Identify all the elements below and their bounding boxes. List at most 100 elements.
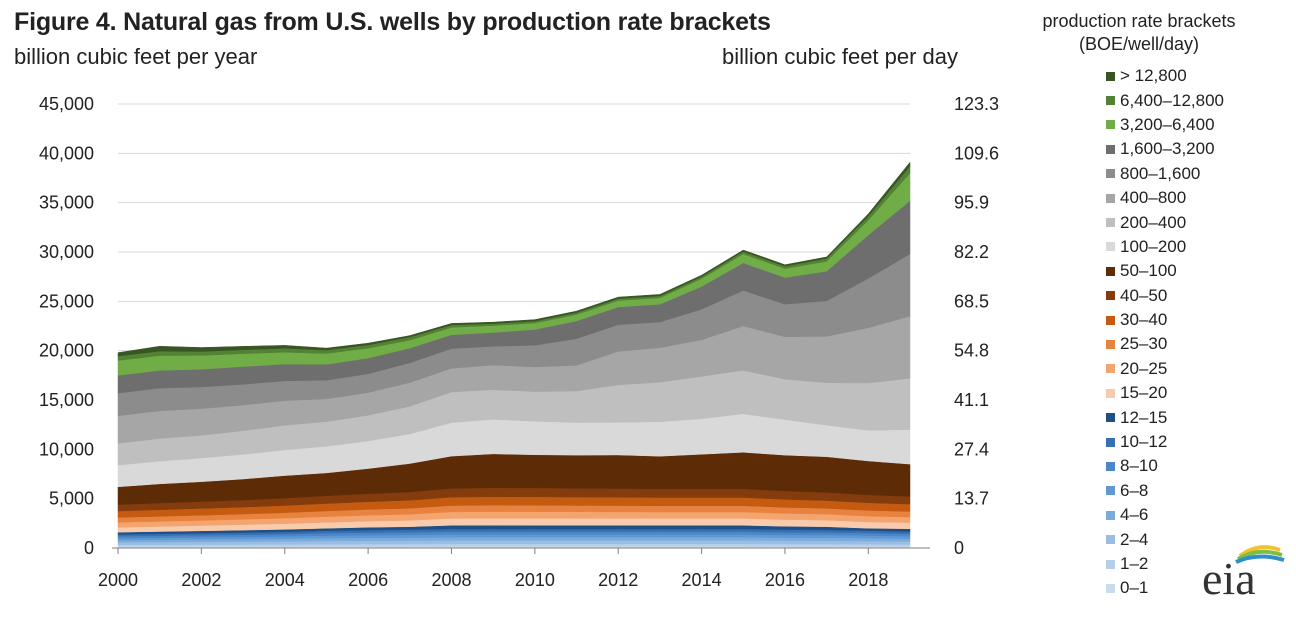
- y-left-tick-label: 35,000: [39, 193, 94, 213]
- legend-label: 4–6: [1120, 505, 1149, 525]
- legend-label: 10–12: [1120, 432, 1168, 452]
- eia-logo: eia: [1200, 536, 1286, 605]
- legend-item: > 12,800: [1106, 64, 1224, 88]
- eia-logo-mark: eia: [1202, 545, 1285, 604]
- legend-label: 200–400: [1120, 212, 1187, 232]
- legend-label: 3,200–6,400: [1120, 114, 1215, 134]
- x-tick-label: 2002: [181, 570, 221, 590]
- x-tick-label: 2014: [682, 570, 722, 590]
- stacked-areas: [117, 161, 911, 549]
- legend-label: 25–30: [1120, 334, 1168, 354]
- legend-label: 6–8: [1120, 480, 1149, 500]
- legend-label: 0–1: [1120, 578, 1149, 598]
- legend-title-line-1: production rate brackets: [1042, 11, 1236, 31]
- legend-swatch: [1106, 486, 1115, 496]
- logo-text: eia: [1202, 553, 1256, 600]
- legend-title: production rate brackets (BOE/well/day): [1008, 10, 1270, 56]
- legend-swatch: [1106, 510, 1115, 520]
- left-axis-unit: billion cubic feet per year: [14, 44, 258, 69]
- x-tick-label: 2018: [848, 570, 888, 590]
- y-right-tick-label: 41.1: [954, 390, 989, 410]
- legend-label: 400–800: [1120, 188, 1187, 208]
- legend-label: > 12,800: [1120, 66, 1187, 86]
- legend-swatch: [1106, 242, 1115, 252]
- legend-swatch: [1106, 218, 1115, 228]
- y-right-tick-label: 0: [954, 538, 964, 558]
- legend-swatch: [1106, 266, 1115, 276]
- legend-item: 40–50: [1106, 284, 1224, 308]
- legend-item: 100–200: [1106, 235, 1224, 259]
- legend-label: 50–100: [1120, 261, 1177, 281]
- legend-swatch: [1106, 96, 1115, 106]
- x-tick-label: 2004: [265, 570, 305, 590]
- legend-swatch: [1106, 71, 1115, 81]
- legend-swatch: [1106, 413, 1115, 423]
- y-left-tick-label: 45,000: [39, 94, 94, 114]
- legend-swatch: [1106, 339, 1115, 349]
- axes: 0 0 5,000 13.7 10,000 27.4 15,000 41.1 20,000 54.…: [39, 94, 999, 590]
- legend-label: 6,400–12,800: [1120, 90, 1224, 110]
- legend-item: 6,400–12,800: [1106, 88, 1224, 112]
- y-right-tick-label: 68.5: [954, 291, 989, 311]
- legend-item: 8–10: [1106, 454, 1224, 478]
- legend-label: 40–50: [1120, 285, 1168, 305]
- y-right-tick-label: 82.2: [954, 242, 989, 262]
- legend-swatch: [1106, 535, 1115, 545]
- legend-swatch: [1106, 559, 1115, 569]
- legend-swatch: [1106, 120, 1115, 130]
- area-series: [117, 161, 911, 357]
- y-right-tick-label: 95.9: [954, 193, 989, 213]
- legend-item: 6–8: [1106, 479, 1224, 503]
- y-right-tick-label: 27.4: [954, 439, 989, 459]
- legend-item: 20–25: [1106, 357, 1224, 381]
- x-tick-label: 2008: [431, 570, 471, 590]
- legend: > 12,800 6,400–12,800 3,200–6,400 1,600–3,2…: [1106, 64, 1224, 601]
- y-left-tick-label: 30,000: [39, 242, 94, 262]
- legend-item: 50–100: [1106, 259, 1224, 283]
- legend-swatch: [1106, 291, 1115, 301]
- legend-title-line-2: (BOE/well/day): [1078, 34, 1200, 54]
- legend-item: 25–30: [1106, 332, 1224, 356]
- legend-item: 400–800: [1106, 186, 1224, 210]
- x-tick-label: 2006: [348, 570, 388, 590]
- legend-item: 800–1,600: [1106, 162, 1224, 186]
- legend-item: 200–400: [1106, 210, 1224, 234]
- y-left-tick-label: 15,000: [39, 390, 94, 410]
- legend-item: 0–1: [1106, 576, 1224, 600]
- legend-swatch: [1106, 388, 1115, 398]
- legend-label: 8–10: [1120, 456, 1158, 476]
- chart-title: Figure 4. Natural gas from U.S. wells by…: [14, 8, 771, 36]
- legend-item: 15–20: [1106, 381, 1224, 405]
- legend-item: 10–12: [1106, 430, 1224, 454]
- legend-item: 2–4: [1106, 527, 1224, 551]
- y-right-tick-label: 109.6: [954, 143, 999, 163]
- x-tick-label: 2016: [765, 570, 805, 590]
- legend-label: 2–4: [1120, 529, 1149, 549]
- x-tick-label: 2010: [515, 570, 555, 590]
- legend-item: 12–15: [1106, 405, 1224, 429]
- legend-label: 30–40: [1120, 310, 1168, 330]
- legend-item: 4–6: [1106, 503, 1224, 527]
- y-left-tick-label: 0: [84, 538, 94, 558]
- legend-swatch: [1106, 437, 1115, 447]
- legend-label: 15–20: [1120, 383, 1168, 403]
- legend-label: 800–1,600: [1120, 163, 1201, 183]
- y-left-tick-label: 40,000: [39, 143, 94, 163]
- right-axis-unit: billion cubic feet per day: [722, 44, 959, 69]
- legend-swatch: [1106, 169, 1115, 179]
- y-right-tick-label: 123.3: [954, 94, 999, 114]
- legend-item: 30–40: [1106, 308, 1224, 332]
- legend-label: 1–2: [1120, 554, 1149, 573]
- legend-label: 12–15: [1120, 407, 1168, 427]
- legend-swatch: [1106, 144, 1115, 154]
- legend-item: 1–2: [1106, 552, 1224, 576]
- legend-label: 20–25: [1120, 358, 1168, 378]
- y-right-tick-label: 54.8: [954, 341, 989, 361]
- y-left-tick-label: 25,000: [39, 291, 94, 311]
- legend-swatch: [1106, 583, 1115, 593]
- y-left-tick-label: 10,000: [39, 439, 94, 459]
- y-left-tick-label: 20,000: [39, 341, 94, 361]
- x-tick-label: 2012: [598, 570, 638, 590]
- legend-swatch: [1106, 461, 1115, 471]
